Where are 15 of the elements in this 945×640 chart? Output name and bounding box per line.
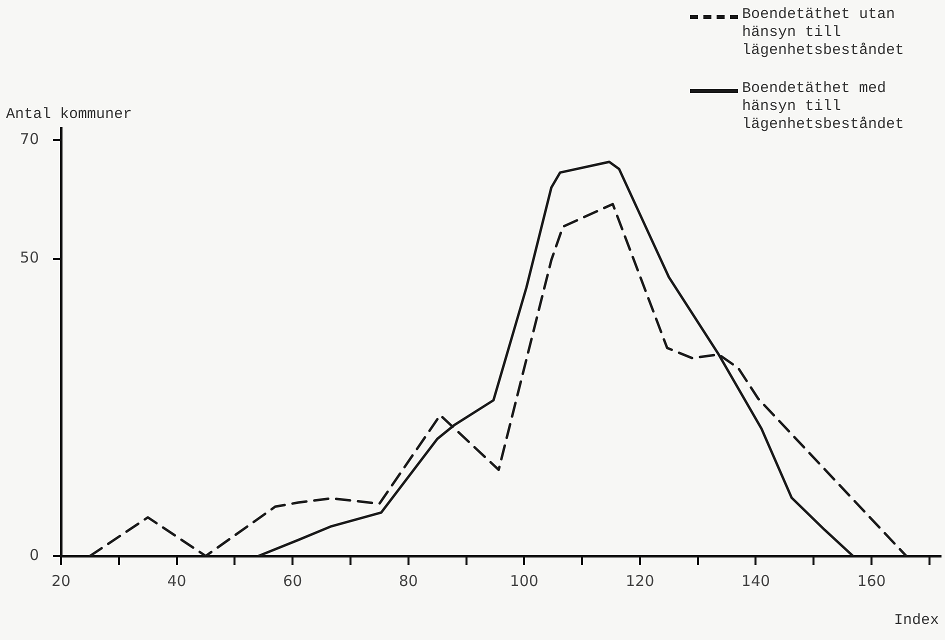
y-tick-label: 0 xyxy=(29,546,39,564)
y-axis-title: Antal kommuner xyxy=(6,106,132,123)
y-tick-label: 50 xyxy=(20,248,39,267)
x-tick-label: 20 xyxy=(51,572,71,590)
x-tick-label: 60 xyxy=(283,572,302,590)
x-tick-label: 80 xyxy=(398,572,418,590)
y-tick-label: 70 xyxy=(20,130,39,148)
legend-label: Boendetäthet utan hänsyn till lägenhetsbeståndet xyxy=(742,6,906,60)
x-axis-title: Index xyxy=(894,612,939,629)
x-tick-label: 100 xyxy=(510,572,538,590)
x-tick-label: 120 xyxy=(626,572,654,590)
x-tick-label: 40 xyxy=(167,572,186,590)
x-tick-label: 160 xyxy=(857,572,886,590)
legend-label: Boendetäthet med hänsyn till lägenhetsbeståndet xyxy=(742,80,906,134)
x-tick-label: 140 xyxy=(741,572,770,590)
